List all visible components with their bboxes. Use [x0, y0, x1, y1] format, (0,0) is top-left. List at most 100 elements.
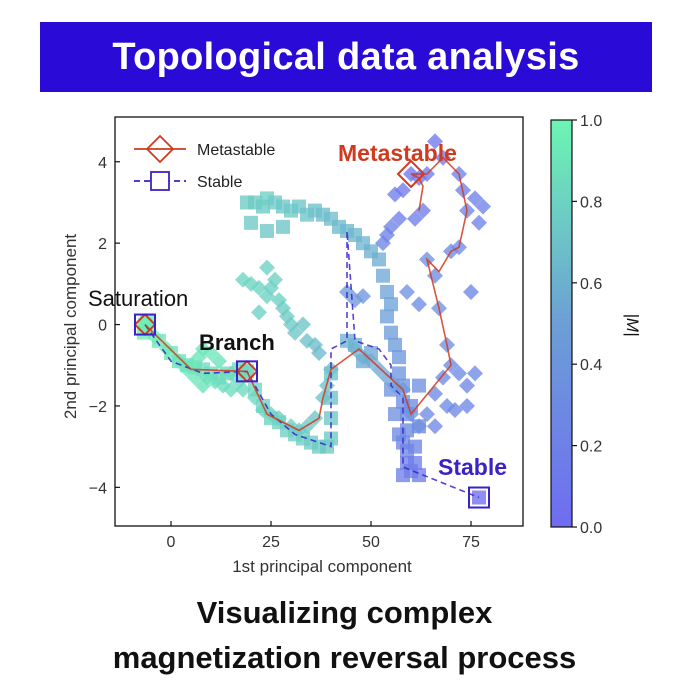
x-axis-label: 1st principal component [232, 557, 412, 576]
metastable-point [179, 361, 195, 378]
stable-point [380, 284, 394, 299]
banner-title: Topological data analysis [112, 35, 580, 78]
highlight-markers [133, 159, 490, 509]
metastable-point [235, 381, 251, 398]
x-tick-label: 50 [362, 534, 380, 551]
colorbar-tick-label: 1.0 [580, 113, 602, 130]
metastable-point [459, 397, 475, 414]
y-tick-label: 2 [98, 236, 107, 253]
metastable-point [463, 283, 479, 300]
metastable-point [427, 133, 443, 150]
caption-line-1: Visualizing complex [196, 595, 493, 630]
stable-point [324, 431, 338, 446]
stable-point [388, 407, 402, 422]
y-tick-label: −2 [89, 399, 107, 416]
colorbar-tick-label: 0.0 [580, 520, 602, 537]
stable-point [392, 366, 406, 381]
metastable-point [223, 365, 239, 382]
annotation-saturation: Saturation [88, 286, 188, 311]
branch-square-marker [236, 360, 258, 383]
metastable-point [471, 214, 487, 231]
legend-metastable-label: Metastable [197, 142, 275, 159]
metastable-point [251, 304, 267, 321]
annotations: Saturation Branch Metastable Stable [88, 140, 507, 480]
axes: 0 25 50 75 −4 −2 0 2 4 1st principal component 2nd… [61, 155, 480, 576]
stable-point [376, 268, 390, 283]
metastable-point [223, 381, 239, 398]
annotation-stable: Stable [438, 454, 507, 480]
metastable-point [387, 186, 403, 203]
plot-frame [114, 116, 524, 527]
x-tick-label: 25 [262, 534, 280, 551]
legend-stable-marker [150, 171, 170, 191]
metastable-point [371, 361, 387, 378]
stable-point [408, 439, 422, 454]
metastable-point [475, 198, 491, 215]
title-banner: Topological data analysis [40, 22, 652, 92]
colorbar-label: |M| [623, 314, 642, 337]
annotation-branch: Branch [199, 330, 275, 355]
saturation-square-marker [134, 313, 156, 336]
metastable-point [439, 397, 455, 414]
caption-line-2: magnetization reversal process [112, 640, 577, 675]
metastable-point [159, 340, 175, 357]
stable-point [384, 325, 398, 340]
stable-point [392, 427, 406, 442]
metastable-point [467, 190, 483, 207]
stable-point [260, 223, 274, 238]
legend-stable-label: Stable [197, 174, 242, 191]
metastable-point [247, 389, 263, 406]
y-tick-label: −4 [89, 480, 107, 497]
metastable-trajectory [144, 156, 468, 432]
legend: Metastable Stable [134, 134, 275, 191]
metastable-point [295, 316, 311, 333]
metastable-point [467, 365, 483, 382]
colorbar-ticks: 0.0 0.2 0.4 0.6 0.8 1.0 [572, 113, 602, 537]
metastable-point [451, 365, 467, 382]
metastable-point [379, 227, 395, 244]
metastable-point [419, 406, 435, 423]
y-tick-label: 0 [98, 318, 107, 335]
data-markers [136, 133, 491, 505]
metastable-point [459, 377, 475, 394]
annotation-metastable: Metastable [338, 140, 457, 166]
metastable-point [411, 418, 427, 435]
metastable-point [399, 283, 415, 300]
trajectory-lines [144, 156, 480, 499]
colorbar: 0.0 0.2 0.4 0.6 0.8 1.0 |M| [550, 113, 642, 537]
colorbar-tick-label: 0.6 [580, 276, 602, 293]
x-tick-label: 75 [462, 534, 480, 551]
legend-metastable-marker [145, 134, 175, 164]
metastable-point [311, 345, 327, 362]
stable-point [384, 297, 398, 312]
metastable-point [287, 324, 303, 341]
metastable-point [267, 271, 283, 288]
metastable-point [411, 296, 427, 313]
stable-point [472, 490, 486, 505]
metastable-diamond-marker [396, 159, 426, 189]
metastable-point [435, 369, 451, 386]
stable-point [388, 337, 402, 352]
stable-point [340, 333, 354, 348]
colorbar-tick-label: 0.2 [580, 439, 602, 456]
stable-point [396, 468, 410, 483]
metastable-point [171, 353, 187, 370]
stable-point [380, 309, 394, 324]
metastable-point [243, 275, 259, 292]
stable-square-marker [468, 486, 490, 509]
metastable-point [259, 259, 275, 276]
stable-point [408, 455, 422, 470]
stable-point [276, 219, 290, 234]
stable-point [412, 378, 426, 393]
colorbar-gradient [550, 119, 573, 528]
colorbar-tick-label: 0.8 [580, 194, 602, 211]
y-axis-label: 2nd principal component [61, 234, 80, 420]
metastable-point [427, 418, 443, 435]
colorbar-tick-label: 0.4 [580, 357, 602, 374]
stable-point [392, 350, 406, 365]
y-tick-label: 4 [98, 155, 107, 172]
metastable-point [211, 353, 227, 370]
metastable-point [427, 385, 443, 402]
metastable-point [195, 377, 211, 394]
metastable-point [407, 210, 423, 227]
